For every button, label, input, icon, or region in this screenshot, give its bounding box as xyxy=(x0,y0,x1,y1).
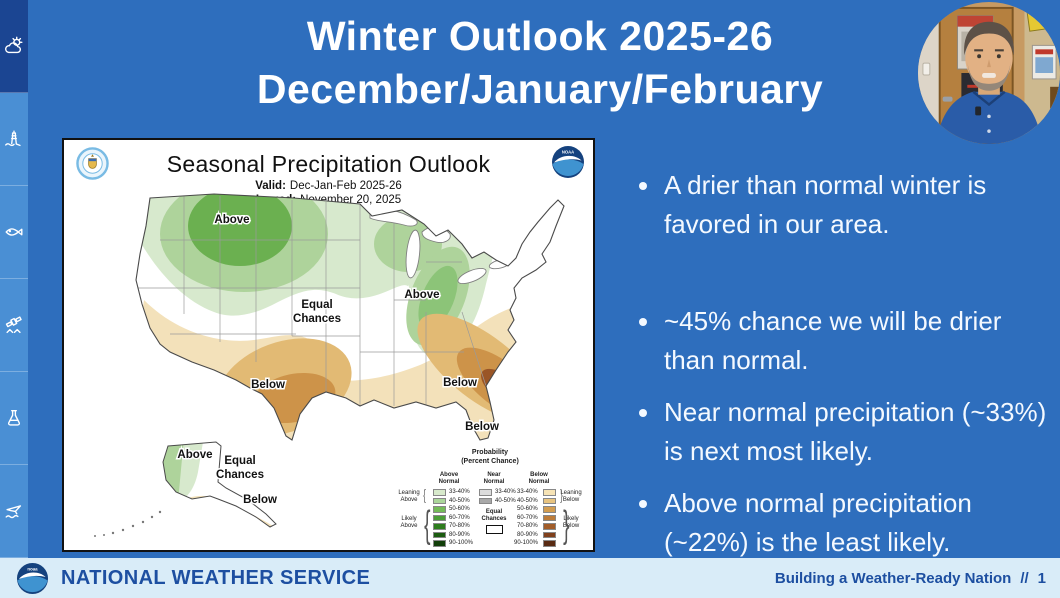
legend-swatch xyxy=(433,489,446,496)
outlook-summary: A drier than normal winter is favored in… xyxy=(618,166,1054,575)
region-label: Above xyxy=(214,214,249,226)
legend-swatch xyxy=(433,514,446,521)
fish-icon xyxy=(5,228,23,236)
noaa-logo: noaa xyxy=(16,562,49,594)
sun-cloud-icon xyxy=(5,36,23,54)
legend-col-near: Near Normal xyxy=(483,472,505,485)
legend-likely-above: Likely Above xyxy=(400,516,418,529)
sidebar-item-satellite[interactable] xyxy=(0,279,28,372)
region-label: Below xyxy=(243,494,277,506)
legend-subtitle: (Percent Chance) xyxy=(461,458,519,465)
legend-pct: 40-50% xyxy=(495,497,516,504)
legend-pct: 90-100% xyxy=(514,540,539,546)
legend-pct: 70-80% xyxy=(517,523,538,529)
legend-pct: 33-40% xyxy=(449,489,470,495)
legend-swatch xyxy=(433,523,446,530)
bullet-item: Above normal precipitation (~22%) is the… xyxy=(662,484,1054,562)
region-label: Below xyxy=(443,377,477,389)
legend-likely-below: Likely Below xyxy=(562,516,580,529)
legend-swatch xyxy=(543,514,556,521)
region-label: Above xyxy=(404,289,439,301)
legend-brace: { xyxy=(423,487,426,504)
probability-legend: Probability (Percent Chance) Above Normal… xyxy=(391,449,589,547)
bullet-item: ~45% chance we will be drier than normal… xyxy=(662,302,1054,380)
legend-pct: 33-40% xyxy=(517,489,538,495)
legend-pct: 50-60% xyxy=(517,506,538,512)
legend-swatch xyxy=(479,497,492,504)
footer-tagline: Building a Weather-Ready Nation // 1 xyxy=(775,570,1046,587)
legend-swatch xyxy=(543,523,556,530)
lighthouse-icon xyxy=(5,130,21,147)
map-title: Seasonal Precipitation Outlook xyxy=(166,151,491,177)
region-label: Chances xyxy=(293,313,341,325)
legend-pct: 60-70% xyxy=(517,514,538,521)
svg-text:noaa: noaa xyxy=(27,566,38,571)
page-number: 1 xyxy=(1037,569,1046,587)
legend-leaning-below: Leaning Below xyxy=(560,490,582,503)
legend-pct: 33-40% xyxy=(495,489,516,495)
sidebar-item-aviation[interactable] xyxy=(0,465,28,558)
region-label: Equal xyxy=(301,299,332,311)
region-label: Above xyxy=(177,449,212,461)
noaa-logo: NOAA xyxy=(552,146,584,178)
legend-swatch xyxy=(543,497,556,504)
legend-swatch xyxy=(543,506,556,513)
legend-swatch xyxy=(433,531,446,538)
legend-pct: 80-90% xyxy=(517,531,538,538)
legend-brace: } xyxy=(560,487,563,504)
satellite-icon xyxy=(5,316,22,334)
legend-swatch xyxy=(433,497,446,504)
legend-swatch xyxy=(543,531,556,538)
legend-brace: } xyxy=(563,504,570,546)
legend-swatch xyxy=(543,540,556,547)
icon-sidebar xyxy=(0,0,28,558)
legend-brace: { xyxy=(424,504,431,546)
svg-text:NOAA: NOAA xyxy=(562,149,574,154)
legend-equal-chances-box xyxy=(486,525,503,534)
legend-swatch xyxy=(543,489,556,496)
flask-icon xyxy=(7,409,21,426)
legend-title: Probability xyxy=(471,449,509,456)
legend-col-above: Above Normal xyxy=(438,472,460,485)
title-line-1: Winter Outlook 2025-26 xyxy=(306,13,774,59)
sidebar-item-weather[interactable] xyxy=(0,0,28,93)
region-label: Equal xyxy=(224,455,255,467)
region-label: Below xyxy=(465,421,499,433)
legend-col-below: Below Normal xyxy=(528,472,550,485)
legend-pct: 80-90% xyxy=(449,531,470,538)
legend-swatch xyxy=(433,540,446,547)
legend-pct: 90-100% xyxy=(449,540,474,546)
presenter-webcam-video[interactable] xyxy=(918,2,1060,144)
region-label: Below xyxy=(251,379,285,391)
sidebar-item-research[interactable] xyxy=(0,372,28,465)
bullet-item: A drier than normal winter is favored in… xyxy=(662,166,1054,244)
footer-bar: noaa NATIONAL WEATHER SERVICE Building a… xyxy=(0,558,1060,598)
dept-of-commerce-seal xyxy=(76,147,109,180)
plane-waves-icon xyxy=(5,505,22,519)
map-valid-line: Valid: Dec-Jan-Feb 2025-26 xyxy=(255,180,402,192)
title-line-2: December/January/February xyxy=(256,66,824,112)
legend-pct: 40-50% xyxy=(517,497,538,504)
sidebar-item-coastal[interactable] xyxy=(0,93,28,186)
legend-equal-chances: Equal Chances xyxy=(481,509,507,522)
seasonal-precipitation-outlook-map: Seasonal Precipitation Outlook NOAA Vali… xyxy=(62,138,595,552)
legend-pct: 60-70% xyxy=(449,514,470,521)
bullet-list: A drier than normal winter is favored in… xyxy=(618,166,1054,562)
legend-pct: 50-60% xyxy=(449,506,470,512)
region-label: Chances xyxy=(216,469,264,481)
legend-pct: 40-50% xyxy=(449,497,470,504)
page-title: Winter Outlook 2025-26 December/January/… xyxy=(50,10,1030,116)
presenter-avatar xyxy=(918,2,1060,144)
us-outlook-map-graphic: Above Above Equal Chances Below Below Be… xyxy=(94,193,565,537)
bullet-item: Near normal precipitation (~33%) is next… xyxy=(662,393,1054,471)
legend-leaning-above: Leaning Above xyxy=(398,490,420,503)
tagline-text: Building a Weather-Ready Nation xyxy=(774,569,1012,587)
org-name: NATIONAL WEATHER SERVICE xyxy=(61,566,371,589)
legend-pct: 70-80% xyxy=(449,523,470,529)
legend-swatch xyxy=(479,489,492,496)
legend-swatch xyxy=(433,506,446,513)
tagline-separator: // xyxy=(1020,569,1029,587)
sidebar-item-fisheries[interactable] xyxy=(0,186,28,279)
